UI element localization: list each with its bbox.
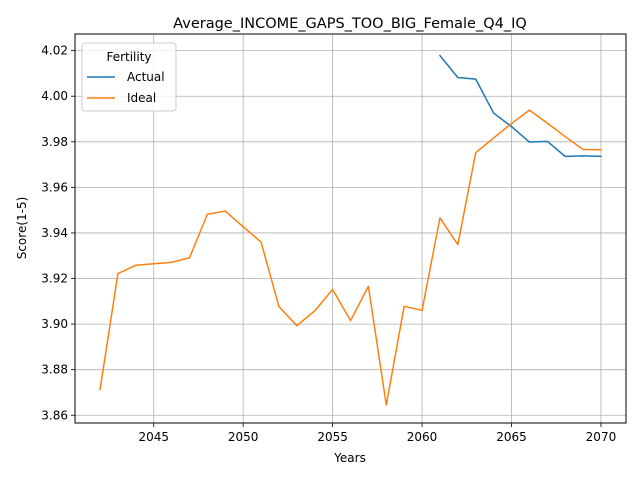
series-line-actual: [438, 54, 602, 158]
y-tick-label: 3.94: [41, 226, 68, 240]
x-axis-label: Years: [333, 451, 366, 465]
x-tick-label: 2065: [496, 430, 527, 444]
y-tick-label: 4.02: [41, 44, 68, 58]
legend-title: Fertility: [106, 50, 151, 64]
grid-lines: [75, 34, 626, 423]
y-tick-label: 3.98: [41, 135, 68, 149]
legend-label-ideal: Ideal: [127, 91, 156, 105]
x-tick-label: 2060: [407, 430, 438, 444]
y-tick-label: 3.92: [41, 272, 68, 286]
y-tick-label: 3.86: [41, 408, 68, 422]
y-tick-label: 3.96: [41, 180, 68, 194]
series-layer: [99, 54, 602, 406]
series-line-ideal: [99, 109, 602, 406]
y-tick-label: 3.90: [41, 317, 68, 331]
x-tick-label: 2045: [138, 430, 169, 444]
x-tick-label: 2055: [317, 430, 348, 444]
y-tick-label: 3.88: [41, 363, 68, 377]
y-axis-label: Score(1-5): [15, 197, 29, 260]
x-tick-label: 2050: [228, 430, 259, 444]
legend: Fertility Actual Ideal: [81, 42, 177, 112]
axis-ticks: 2045 2050 2055 2060 2065 2070 3.86 3.88 3.90 3.92…: [41, 44, 616, 444]
x-tick-label: 2070: [586, 430, 617, 444]
y-tick-label: 4.00: [41, 89, 68, 103]
legend-label-actual: Actual: [127, 70, 165, 84]
chart-title: Average_INCOME_GAPS_TOO_BIG_Female_Q4_IQ: [173, 16, 527, 32]
plot-frame: [74, 33, 627, 424]
legend-box: [81, 42, 177, 112]
